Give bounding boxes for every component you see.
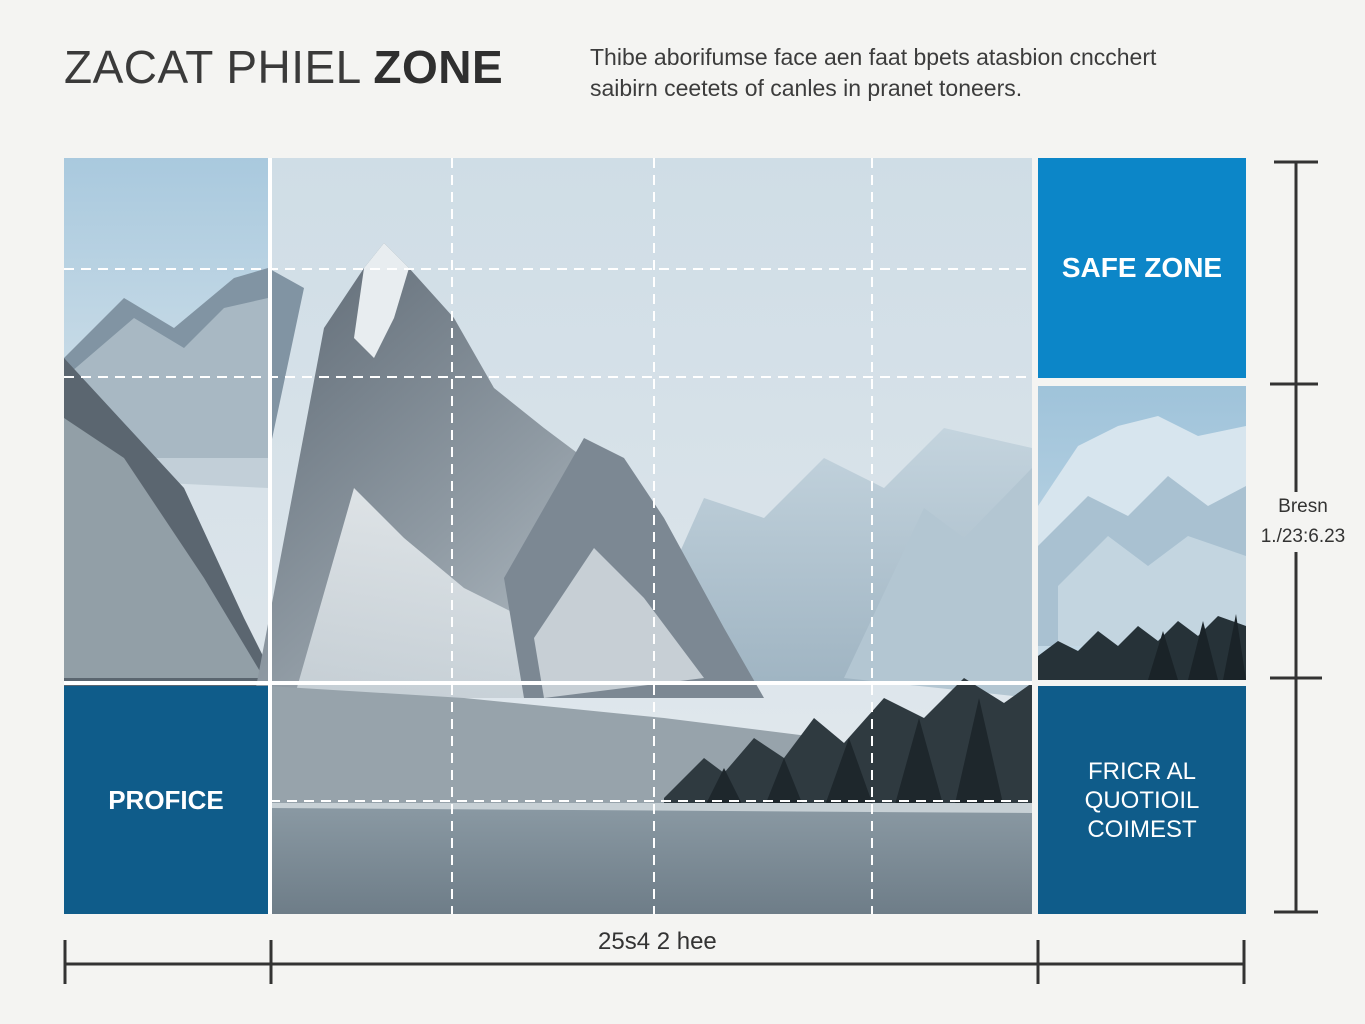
snowy-mountain-thumbnail [1038, 386, 1246, 680]
subtitle-line-2: saibirn ceetets of canles in pranet tone… [590, 75, 1023, 101]
safe-zone-label: SAFE ZONE [1061, 252, 1223, 283]
subtitle-line-1: Thibe aborifumse face aen faat bpets ata… [590, 44, 1157, 70]
mountain-landscape-image [64, 158, 1032, 914]
mountain-photo [64, 158, 1032, 914]
snowy-mountain-image [1038, 386, 1246, 680]
profice-panel: PROFICE [64, 686, 268, 914]
page-title: ZACAT PHIEL ZONE [64, 40, 503, 94]
safe-zone-panel: SAFE ZONE [1038, 158, 1246, 378]
quote-line-3: COIMEST [1087, 815, 1197, 843]
quote-line-1: FRICR AL [1087, 757, 1197, 785]
quote-panel: FRICR AL QUOTIOIL COIMEST [1038, 686, 1246, 914]
quote-line-2: QUOTIOIL [1084, 786, 1200, 814]
height-label-line-1: Bresn [1278, 496, 1328, 517]
height-dimension-label: Bresn 1./23:6.23 [1248, 492, 1358, 552]
page-subtitle: Thibe aborifumse face aen faat bpets ata… [590, 42, 1290, 104]
title-light: ZACAT PHIEL [64, 41, 374, 93]
height-label-line-2: 1./23:6.23 [1260, 526, 1346, 547]
layout-board: SAFE ZONE FRICR AL QUOTIOIL COIMEST PROF… [64, 158, 1246, 914]
profice-label: PROFICE [108, 784, 224, 815]
title-bold: ZONE [373, 41, 504, 93]
width-dimension-label: 25s4 2 hee [598, 928, 717, 955]
